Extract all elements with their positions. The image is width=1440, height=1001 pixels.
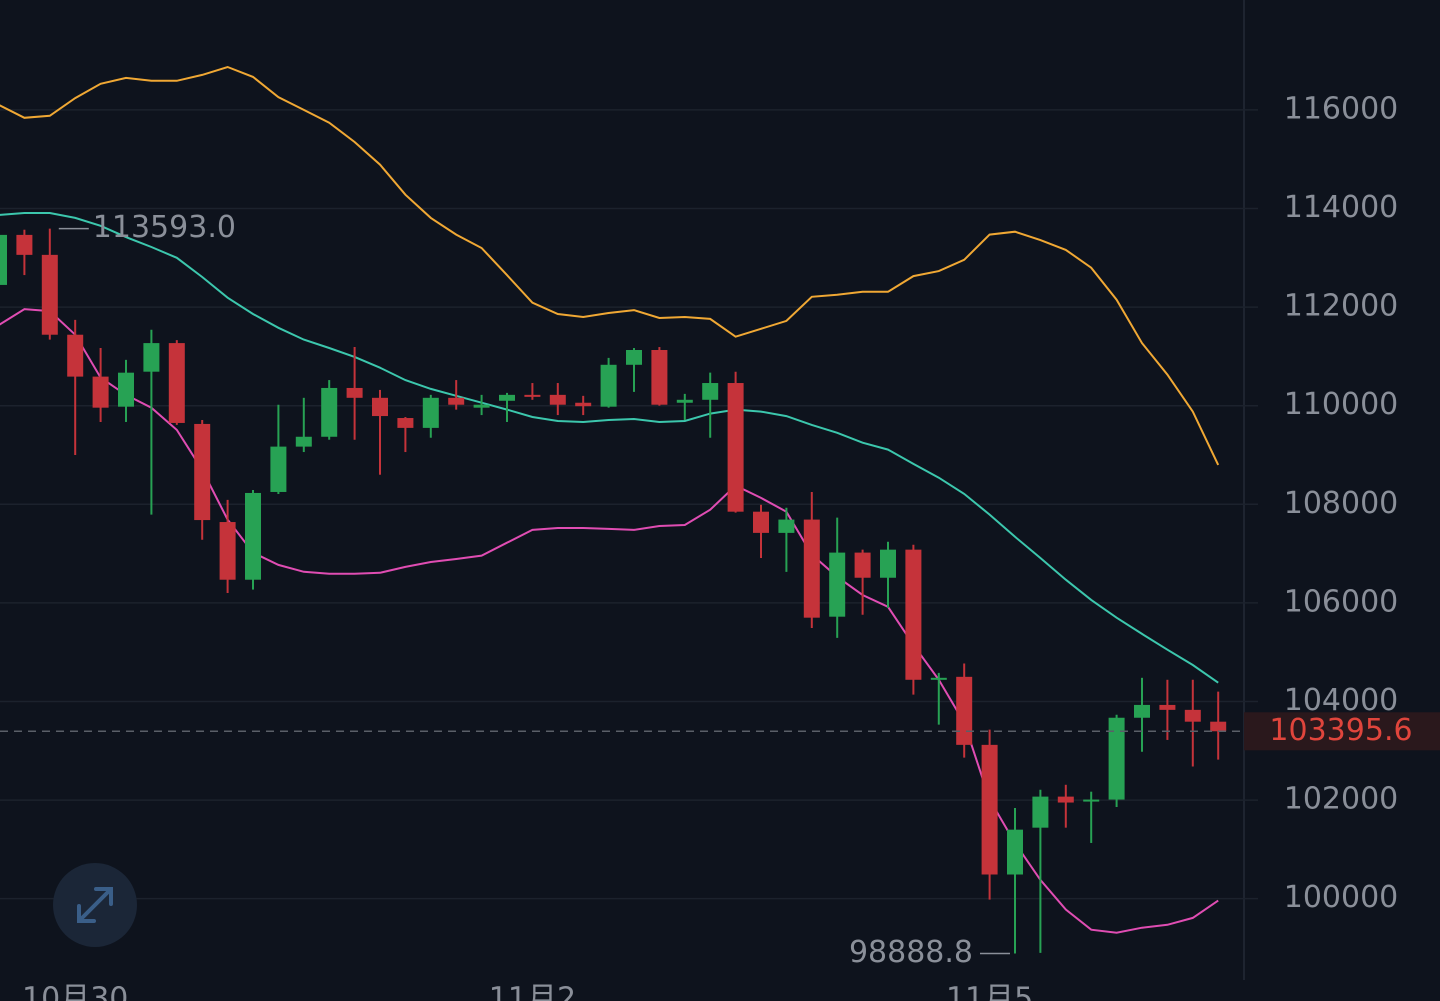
last-price-label: 103395.6 — [1269, 713, 1412, 748]
candle-body — [1057, 796, 1074, 803]
candle-body — [499, 394, 515, 401]
min-label: 98888.8 — [849, 935, 973, 970]
y-tick-label: 110000 — [1284, 387, 1399, 422]
candle-body — [1007, 829, 1023, 875]
grid — [0, 109, 1258, 900]
candle-body — [67, 334, 84, 377]
candle-body — [118, 372, 134, 407]
plot — [0, 65, 1244, 954]
y-tick-label: 106000 — [1284, 584, 1399, 619]
candle-body — [0, 234, 7, 285]
candle-body — [194, 423, 211, 521]
candle-body — [651, 350, 668, 405]
candle-body — [1108, 717, 1125, 800]
candle-body — [524, 394, 541, 397]
candle-body — [575, 402, 592, 407]
candle-body — [92, 376, 109, 408]
candle-body — [1159, 704, 1176, 710]
labels: 100000 102000 104000 106000 108000 110000 1120… — [22, 91, 1440, 1001]
x-tick-label: 11月5 — [946, 982, 1033, 1001]
expand-icon[interactable] — [77, 887, 113, 923]
candle-body — [626, 350, 642, 365]
candle-body — [422, 397, 439, 428]
candle-body — [930, 677, 947, 680]
candle-body — [168, 343, 185, 423]
candle-body — [727, 383, 744, 512]
candle-body — [270, 446, 287, 492]
candle-body — [676, 399, 693, 403]
candle-body — [956, 676, 973, 745]
candle-body — [854, 552, 871, 578]
y-tick-label: 102000 — [1284, 782, 1399, 817]
candle-body — [295, 436, 312, 447]
x-tick-label: 10月30 — [22, 982, 128, 1001]
candle-body — [1134, 704, 1150, 718]
candle-body — [803, 519, 820, 618]
y-tick-label: 104000 — [1284, 683, 1399, 718]
candle-body — [143, 343, 160, 372]
candle-body — [16, 234, 33, 255]
candle-body — [829, 552, 846, 617]
candle-body — [778, 519, 795, 533]
candle-body — [372, 397, 388, 417]
candle-body — [600, 364, 617, 407]
candle-body — [473, 404, 490, 408]
candle-body — [549, 394, 566, 405]
last-price-box — [1244, 712, 1440, 751]
x-tick-label: 11月2 — [489, 982, 576, 1001]
band-line — [0, 212, 1219, 684]
y-tick-label: 114000 — [1284, 190, 1399, 225]
candle-body — [397, 418, 414, 428]
candle-body — [981, 744, 998, 875]
y-tick-label: 100000 — [1284, 880, 1399, 915]
band-line — [0, 65, 1220, 466]
y-tick-label: 108000 — [1284, 486, 1399, 521]
max-label: 113593.0 — [93, 210, 236, 245]
y-tick-label: 112000 — [1284, 289, 1399, 324]
y-tick-label: 116000 — [1284, 91, 1399, 126]
candle-body — [41, 254, 58, 335]
candle-body — [753, 511, 769, 533]
candle-body — [346, 387, 363, 398]
candle-body — [448, 397, 465, 405]
candle-body — [702, 383, 719, 400]
candle-body — [219, 522, 236, 580]
candle-body — [1184, 709, 1201, 722]
expand-button[interactable] — [53, 863, 137, 947]
candle-body — [1210, 721, 1227, 732]
candle-body — [245, 492, 261, 580]
candle-body — [1083, 799, 1100, 802]
candle-body — [905, 549, 922, 680]
candle-body — [321, 387, 338, 437]
candle-body — [1032, 796, 1049, 828]
candle-body — [880, 549, 896, 578]
